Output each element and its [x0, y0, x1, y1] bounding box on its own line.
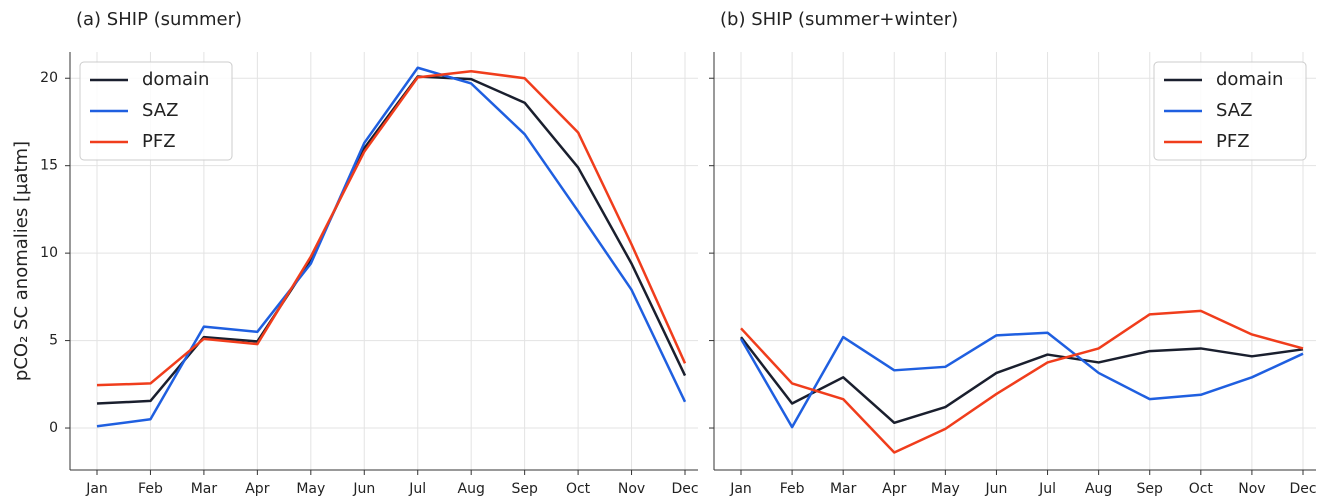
- x-tick-label: Jun: [352, 481, 375, 497]
- x-tick-label: Apr: [245, 481, 269, 497]
- x-tick-label: May: [296, 481, 325, 497]
- y-tick-label: 20: [40, 70, 58, 86]
- y-tick-label: 0: [49, 420, 58, 436]
- x-tick-label: Jul: [1038, 481, 1056, 497]
- x-tick-label: Jan: [85, 481, 108, 497]
- x-tick-label: Jul: [408, 481, 426, 497]
- x-tick-label: Jan: [729, 481, 752, 497]
- series-line: [739, 331, 1304, 429]
- x-tick-label: Feb: [138, 481, 163, 497]
- series-line: [740, 336, 1304, 425]
- legend-label: SAZ: [1216, 100, 1252, 121]
- y-tick-label: 5: [49, 333, 58, 349]
- x-tick-label: Aug: [1085, 481, 1112, 497]
- x-tick-label: Oct: [566, 481, 591, 497]
- x-tick-label: May: [931, 481, 960, 497]
- legend-label: domain: [142, 69, 209, 90]
- panel-title: (b) SHIP (summer+winter): [720, 9, 958, 30]
- x-tick-label: Jun: [985, 481, 1008, 497]
- x-tick-label: Aug: [458, 481, 485, 497]
- x-tick-label: Nov: [1238, 481, 1265, 497]
- x-tick-label: Oct: [1189, 481, 1214, 497]
- legend-label: PFZ: [142, 131, 176, 152]
- legend-label: PFZ: [1216, 131, 1250, 152]
- y-axis-label: pCO₂ SC anomalies [µatm]: [11, 141, 32, 381]
- legend-box: [1153, 61, 1307, 161]
- panel-title: (a) SHIP (summer): [76, 9, 242, 30]
- x-tick-label: Feb: [780, 481, 805, 497]
- x-tick-label: Mar: [830, 481, 857, 497]
- x-tick-label: Mar: [191, 481, 218, 497]
- series-line: [96, 66, 687, 428]
- x-tick-label: Sep: [511, 481, 538, 497]
- legend-box: [79, 61, 233, 161]
- x-tick-label: Sep: [1137, 481, 1164, 497]
- y-tick-label: 15: [40, 158, 58, 174]
- x-tick-label: Apr: [882, 481, 906, 497]
- series-line: [740, 309, 1304, 454]
- x-tick-label: Nov: [618, 481, 645, 497]
- x-tick-label: Dec: [671, 481, 698, 497]
- y-tick-label: 10: [40, 245, 58, 261]
- legend-label: SAZ: [142, 100, 178, 121]
- x-tick-label: Dec: [1289, 481, 1316, 497]
- series-line: [96, 69, 687, 387]
- legend-label: domain: [1216, 69, 1283, 90]
